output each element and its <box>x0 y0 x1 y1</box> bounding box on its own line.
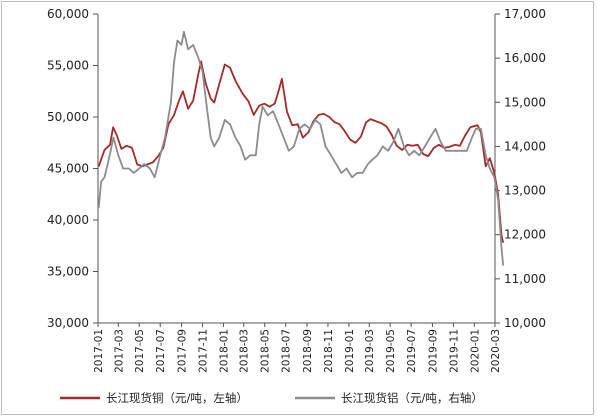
x-axis-tick-label: 2018-01 <box>218 329 230 373</box>
right-axis-tick-label: 11,000 <box>504 272 546 286</box>
legend-label: 长江现货铜（元/吨，左轴） <box>106 391 248 405</box>
x-axis-tick-label: 2018-05 <box>260 329 272 373</box>
legend-item-copper: 长江现货铜（元/吨，左轴） <box>60 391 248 405</box>
series-lines <box>97 30 505 266</box>
x-axis-tick-label: 2019-09 <box>427 329 439 373</box>
right-axis-tick-label: 16,000 <box>504 51 546 65</box>
left-axis-tick-label: 45,000 <box>47 162 89 176</box>
left-axis-tick-label: 50,000 <box>47 110 89 124</box>
x-axis-tick-label: 2017-07 <box>155 329 167 373</box>
x-axis-tick-label: 2018-09 <box>302 329 314 373</box>
aluminum-series-line <box>97 30 505 266</box>
right-axis-tick-label: 10,000 <box>504 316 546 330</box>
x-axis-tick-label: 2017-01 <box>93 329 105 373</box>
right-axis-tick-label: 17,000 <box>504 7 546 21</box>
x-axis-tick-label: 2017-03 <box>113 329 125 373</box>
x-axis-tick-label: 2020-03 <box>490 329 502 373</box>
legend: 长江现货铜（元/吨，左轴） 长江现货铝（元/吨，右轴） <box>60 391 483 405</box>
x-axis-tick-label: 2019-05 <box>385 329 397 373</box>
x-axis-tick-label: 2018-11 <box>323 329 335 373</box>
left-axis-tick-label: 55,000 <box>47 59 89 73</box>
right-axis-tick-label: 15,000 <box>504 95 546 109</box>
legend-label: 长江现货铝（元/吨，右轴） <box>341 391 483 405</box>
copper-series-line <box>97 60 505 243</box>
x-axis-tick-label: 2017-11 <box>197 329 209 373</box>
legend-item-aluminum: 长江现货铝（元/吨，右轴） <box>295 391 483 405</box>
x-axis-tick-label: 2018-07 <box>281 329 293 373</box>
x-axis-tick-label: 2020-01 <box>469 329 481 373</box>
x-axis-tick-label: 2017-05 <box>134 329 146 373</box>
x-axis-tick-label: 2019-01 <box>344 329 356 373</box>
x-axis-tick-label: 2019-07 <box>406 329 418 373</box>
x-axis-tick-label: 2019-11 <box>448 329 460 373</box>
left-axis-tick-label: 30,000 <box>47 316 89 330</box>
x-axis-tick-label: 2019-03 <box>364 329 376 373</box>
x-axis-tick-label: 2017-09 <box>177 329 189 373</box>
right-axis-tick-label: 12,000 <box>504 228 546 242</box>
left-axis-tick-label: 40,000 <box>47 213 89 227</box>
left-axis-tick-label: 60,000 <box>47 7 89 21</box>
right-axis-tick-label: 14,000 <box>504 139 546 153</box>
axes: 30,000 35,000 40,000 45,000 50,000 55,000 60,0… <box>47 7 546 373</box>
x-axis-tick-label: 2018-03 <box>239 329 251 373</box>
right-axis-tick-label: 13,000 <box>504 184 546 198</box>
left-axis-tick-label: 35,000 <box>47 265 89 279</box>
